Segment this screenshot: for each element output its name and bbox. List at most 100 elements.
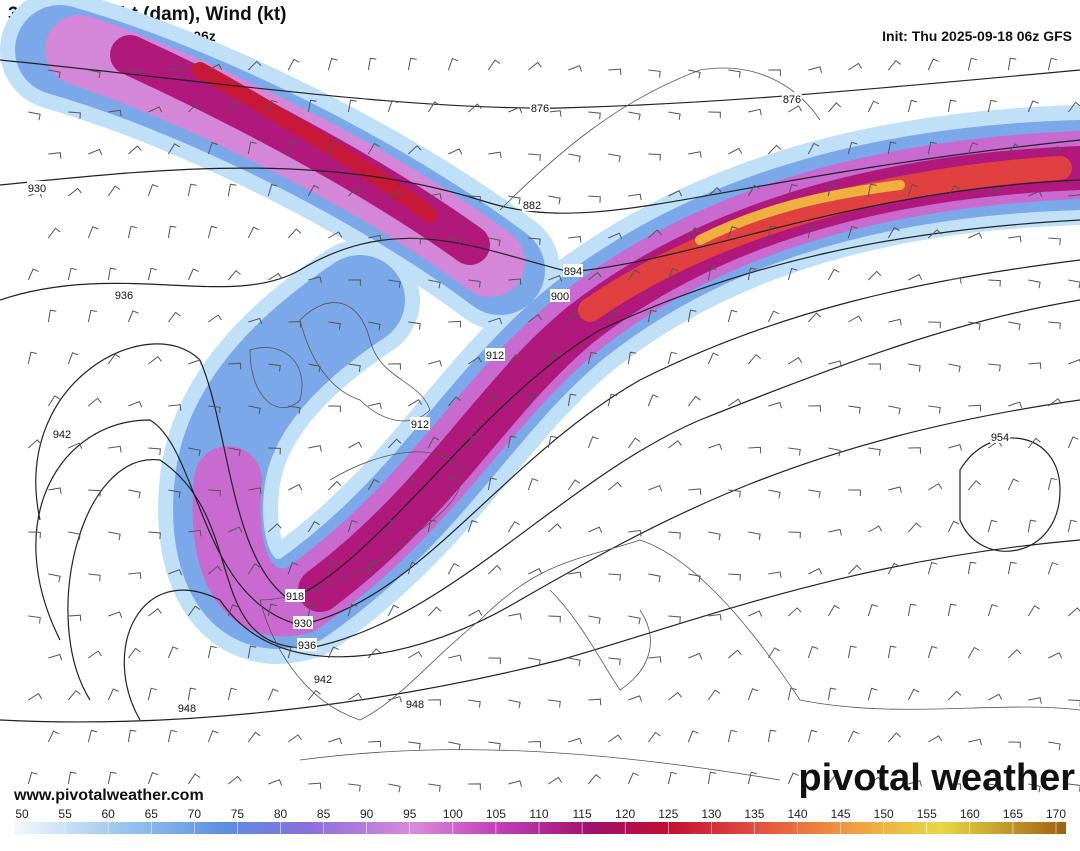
wind-barb bbox=[868, 525, 883, 533]
wind-barb bbox=[287, 141, 297, 155]
wind-barb bbox=[168, 568, 183, 576]
wind-barb bbox=[528, 657, 541, 666]
wind-barb bbox=[567, 393, 577, 407]
wind-barb bbox=[47, 395, 61, 407]
wind-barb bbox=[228, 447, 241, 457]
wind-barb bbox=[348, 363, 361, 372]
wind-barb bbox=[448, 148, 463, 155]
wind-barb bbox=[668, 691, 682, 701]
wind-barb bbox=[268, 447, 281, 455]
wind-barb bbox=[1027, 605, 1040, 617]
wind-barb bbox=[288, 405, 301, 414]
wind-barb bbox=[48, 487, 62, 494]
contour bbox=[0, 179, 1080, 301]
wind-barb bbox=[408, 651, 423, 659]
wind-barb bbox=[988, 279, 1001, 287]
wind-barb bbox=[1047, 562, 1059, 575]
wind-barb bbox=[328, 737, 343, 745]
wind-barb bbox=[1047, 57, 1058, 71]
wind-barb bbox=[688, 69, 701, 79]
wind-barb bbox=[388, 783, 401, 793]
label-bg bbox=[550, 289, 570, 302]
colorbar-tick-label: 95 bbox=[403, 807, 417, 821]
wind-barb bbox=[627, 437, 641, 449]
contour bbox=[0, 139, 1080, 214]
wind-barb bbox=[727, 729, 737, 743]
wind-barb bbox=[287, 58, 300, 71]
colorbar-tick-label: 50 bbox=[15, 807, 29, 821]
wind-barb bbox=[1007, 561, 1017, 575]
wind-barb bbox=[948, 783, 961, 790]
wind-barb bbox=[428, 783, 441, 792]
wind-barb bbox=[188, 529, 202, 537]
label-bg bbox=[522, 198, 542, 211]
wind-barb bbox=[448, 741, 461, 751]
wind-barb bbox=[147, 687, 158, 701]
wind-barb bbox=[948, 277, 962, 284]
wind-barb bbox=[128, 145, 142, 155]
wind-barb bbox=[68, 442, 83, 449]
wind-barb bbox=[908, 780, 923, 787]
wind-barb bbox=[147, 184, 159, 197]
wind-barb bbox=[1027, 100, 1039, 113]
wind-barb bbox=[468, 699, 481, 708]
wind-barb bbox=[267, 183, 278, 197]
wind-barb bbox=[367, 648, 381, 659]
wind-barb bbox=[967, 646, 980, 659]
label-bg bbox=[177, 701, 197, 714]
wind-barb bbox=[168, 489, 181, 499]
wind-barb bbox=[168, 404, 182, 411]
wind-barb bbox=[868, 776, 883, 785]
wind-barb bbox=[727, 309, 738, 323]
wind-barb bbox=[1028, 783, 1041, 793]
colorbar-tick-label: 75 bbox=[231, 807, 245, 821]
wind-barb bbox=[208, 405, 221, 414]
wind-barb bbox=[1008, 401, 1023, 408]
wind-barb bbox=[787, 687, 797, 701]
website: www.pivotalweather.com bbox=[13, 787, 204, 804]
wind-barb bbox=[748, 610, 763, 617]
wind-barb bbox=[847, 645, 857, 659]
wind-barb bbox=[608, 68, 622, 76]
wind-barb bbox=[1027, 437, 1041, 449]
wind-barb bbox=[767, 310, 780, 323]
wind-barb bbox=[367, 561, 377, 575]
wind-barb bbox=[547, 352, 559, 365]
wind-barb bbox=[28, 692, 43, 701]
wind-barb bbox=[108, 611, 123, 618]
colorbar-tick-label: 55 bbox=[58, 807, 72, 821]
wind-barb bbox=[67, 689, 81, 701]
wind-barb bbox=[927, 645, 938, 659]
wind-barb bbox=[147, 772, 159, 785]
wind-barb bbox=[68, 531, 81, 541]
wind-barb bbox=[688, 652, 703, 660]
wind-barb bbox=[708, 443, 723, 450]
colorbar-tick-label: 60 bbox=[101, 807, 115, 821]
wind-barb bbox=[407, 57, 417, 71]
wind-barb bbox=[428, 279, 441, 289]
wind-barb bbox=[208, 489, 221, 497]
wind-barb bbox=[808, 567, 823, 575]
wind-barb bbox=[827, 687, 837, 701]
wind-barb bbox=[88, 650, 102, 659]
wind-barb bbox=[1067, 519, 1077, 533]
wind-barb bbox=[867, 687, 878, 701]
wind-barb bbox=[588, 615, 601, 625]
wind-barb bbox=[547, 435, 557, 449]
wind-barb bbox=[568, 65, 583, 72]
wind-barb bbox=[608, 657, 621, 666]
wind-barb bbox=[848, 405, 861, 414]
wind-barb bbox=[708, 531, 721, 541]
wind-barb bbox=[368, 740, 382, 748]
wind-barb bbox=[928, 405, 941, 414]
wind-barb bbox=[1048, 398, 1062, 407]
wind-barb bbox=[307, 603, 317, 617]
wind-barb bbox=[1048, 652, 1063, 659]
wind-barb bbox=[48, 69, 61, 79]
wind-barb bbox=[267, 603, 277, 617]
wind-barb bbox=[327, 480, 342, 491]
wind-barb bbox=[528, 61, 542, 71]
contour-label: 894 bbox=[564, 266, 582, 278]
coastline bbox=[299, 749, 781, 781]
wind-barb bbox=[67, 771, 77, 785]
